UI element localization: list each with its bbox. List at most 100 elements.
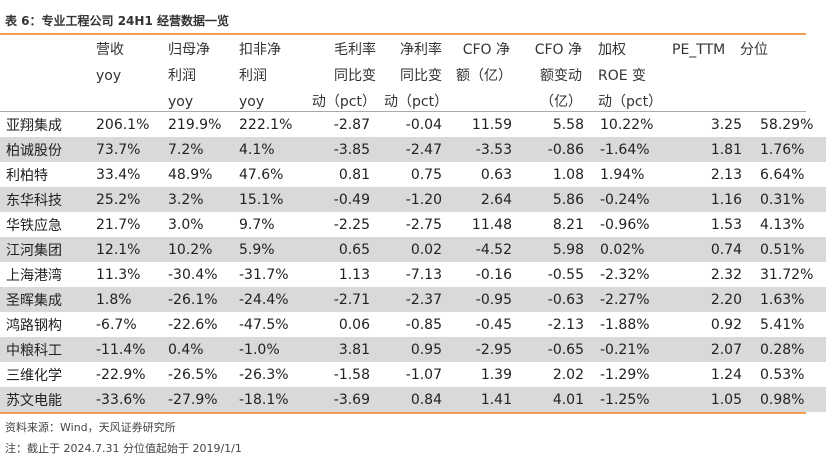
cell-deducted-profit-yoy: 15.1%	[233, 187, 304, 212]
cell-percentile: 0.31%	[748, 187, 826, 212]
cell-gross-margin-change: -0.49	[304, 187, 378, 212]
cell-cfo-net: 11.48	[471, 216, 512, 233]
cell-percentile: 0.51%	[748, 237, 826, 262]
cell-gross-margin-change: 3.81	[304, 337, 378, 362]
cell-gross-margin-change: 1.13	[338, 266, 370, 283]
header-cfo-change: CFO 净 额变动 （亿）	[534, 42, 582, 110]
cell-deducted-profit-yoy: -26.3%	[239, 366, 289, 383]
table-row: 利柏特 33.4% 48.9% 47.6% 0.81 0.75 0.63 1.08 1.94% 2…	[0, 162, 826, 187]
header-rule	[0, 111, 806, 112]
cell-pe-ttm: 2.13	[710, 166, 742, 183]
cell-revenue-yoy: 73.7%	[90, 137, 162, 162]
footnote: 注：截止于 2024.7.31 分位值起始于 2019/1/1	[5, 442, 242, 455]
cell-net-margin-change: -2.37	[378, 287, 450, 312]
cell-company: 上海港湾	[6, 267, 62, 284]
cell-company: 东华科技	[0, 187, 90, 212]
cell-revenue-yoy: -22.9%	[96, 366, 146, 383]
top-rule	[0, 33, 806, 35]
cell-net-margin-change: 0.75	[410, 166, 442, 183]
cell-roe-change: 1.94%	[600, 166, 645, 183]
cell-percentile: 5.41%	[760, 316, 805, 333]
cell-company: 利柏特	[6, 167, 48, 184]
cell-net-profit-yoy: -22.6%	[168, 316, 218, 333]
cell-pe-ttm: 1.16	[666, 187, 748, 212]
cell-net-profit-yoy: -30.4%	[168, 266, 218, 283]
cell-pe-ttm: 2.07	[666, 337, 748, 362]
cell-company: 江河集团	[0, 237, 90, 262]
cell-gross-margin-change: 0.81	[338, 166, 370, 183]
data-table: 亚翔集成 206.1% 219.9% 222.1% -2.87 -0.04 11.59 5.5…	[0, 112, 826, 412]
cell-percentile: 0.28%	[748, 337, 826, 362]
table-row: 上海港湾 11.3% -30.4% -31.7% 1.13 -7.13 -0.16 -0.55…	[0, 262, 826, 287]
cell-company: 柏诚股份	[0, 137, 90, 162]
cell-percentile: 31.72%	[760, 266, 814, 283]
cell-percentile: 1.76%	[748, 137, 826, 162]
cell-net-profit-yoy: 7.2%	[162, 137, 233, 162]
cell-cfo-change: -2.13	[547, 316, 584, 333]
table-row: 圣晖集成 1.8% -26.1% -24.4% -2.71 -2.37 -0.95 -0.63…	[0, 287, 826, 312]
table-header: 营收 yoy 归母净 利润 yoy 扣非净 利润 yoy 毛利率 同比变 动（p…	[0, 35, 806, 112]
cell-net-margin-change: -2.47	[378, 137, 450, 162]
cell-percentile: 58.29%	[760, 116, 814, 133]
cell-cfo-net: 1.39	[480, 366, 512, 383]
cell-pe-ttm: 1.24	[710, 366, 742, 383]
cell-deducted-profit-yoy: -24.4%	[233, 287, 304, 312]
cell-net-profit-yoy: -27.9%	[162, 387, 233, 412]
cell-cfo-change: 5.58	[552, 116, 584, 133]
cell-cfo-net: -0.95	[450, 287, 522, 312]
cell-revenue-yoy: 1.8%	[90, 287, 162, 312]
cell-roe-change: -1.25%	[594, 387, 666, 412]
source-note: 资料来源：Wind，天风证券研究所	[5, 421, 176, 434]
table-row: 中粮科工 -11.4% 0.4% -1.0% 3.81 0.95 -2.95 -0.65 -0.…	[0, 337, 826, 362]
cell-pe-ttm: 2.32	[710, 266, 742, 283]
cell-net-profit-yoy: 0.4%	[162, 337, 233, 362]
cell-percentile: 4.13%	[760, 216, 805, 233]
cell-cfo-net: -4.52	[450, 237, 522, 262]
cell-revenue-yoy: 206.1%	[96, 116, 150, 133]
cell-roe-change: -0.96%	[600, 216, 650, 233]
cell-revenue-yoy: -6.7%	[96, 316, 137, 333]
cell-gross-margin-change: -3.85	[304, 137, 378, 162]
cell-cfo-net: -0.45	[475, 316, 512, 333]
cell-deducted-profit-yoy: 9.7%	[239, 216, 275, 233]
cell-deducted-profit-yoy: -18.1%	[233, 387, 304, 412]
cell-pe-ttm: 3.25	[710, 116, 742, 133]
header-pe-ttm: PE_TTM	[672, 42, 726, 58]
cell-pe-ttm: 0.92	[710, 316, 742, 333]
cell-cfo-net: -3.53	[450, 137, 522, 162]
cell-revenue-yoy: 21.7%	[96, 216, 141, 233]
cell-net-margin-change: 0.02	[378, 237, 450, 262]
cell-pe-ttm: 1.81	[666, 137, 748, 162]
table-row: 三维化学 -22.9% -26.5% -26.3% -1.58 -1.07 1.39 2.02…	[0, 362, 826, 387]
cell-gross-margin-change: -3.69	[304, 387, 378, 412]
cell-revenue-yoy: 25.2%	[90, 187, 162, 212]
cell-percentile: 6.64%	[760, 166, 805, 183]
cell-company: 苏文电能	[0, 387, 90, 412]
cell-revenue-yoy: 12.1%	[90, 237, 162, 262]
cell-company: 亚翔集成	[6, 117, 62, 134]
header-deducted-profit-yoy: 扣非净 利润 yoy	[239, 42, 281, 110]
cell-net-margin-change: -1.07	[405, 366, 442, 383]
cell-roe-change: -1.29%	[600, 366, 650, 383]
cell-cfo-net: 0.63	[480, 166, 512, 183]
cell-deducted-profit-yoy: 5.9%	[233, 237, 304, 262]
cell-net-profit-yoy: 3.2%	[162, 187, 233, 212]
cell-deducted-profit-yoy: 47.6%	[239, 166, 284, 183]
cell-cfo-change: 4.01	[522, 387, 594, 412]
cell-pe-ttm: 0.74	[666, 237, 748, 262]
cell-gross-margin-change: -1.58	[333, 366, 370, 383]
header-revenue-yoy: 营收 yoy	[96, 42, 124, 84]
cell-percentile: 0.53%	[760, 366, 805, 383]
cell-pe-ttm: 2.20	[666, 287, 748, 312]
cell-net-profit-yoy: -26.5%	[168, 366, 218, 383]
cell-net-margin-change: 0.95	[378, 337, 450, 362]
header-cfo-net: CFO 净 额（亿）	[456, 42, 512, 84]
cell-deducted-profit-yoy: -31.7%	[239, 266, 289, 283]
cell-deducted-profit-yoy: 222.1%	[239, 116, 293, 133]
cell-net-profit-yoy: 10.2%	[162, 237, 233, 262]
cell-net-margin-change: -7.13	[405, 266, 442, 283]
cell-roe-change: -0.24%	[594, 187, 666, 212]
cell-net-margin-change: -1.20	[378, 187, 450, 212]
cell-cfo-change: -0.65	[522, 337, 594, 362]
cell-company: 华铁应急	[6, 217, 62, 234]
